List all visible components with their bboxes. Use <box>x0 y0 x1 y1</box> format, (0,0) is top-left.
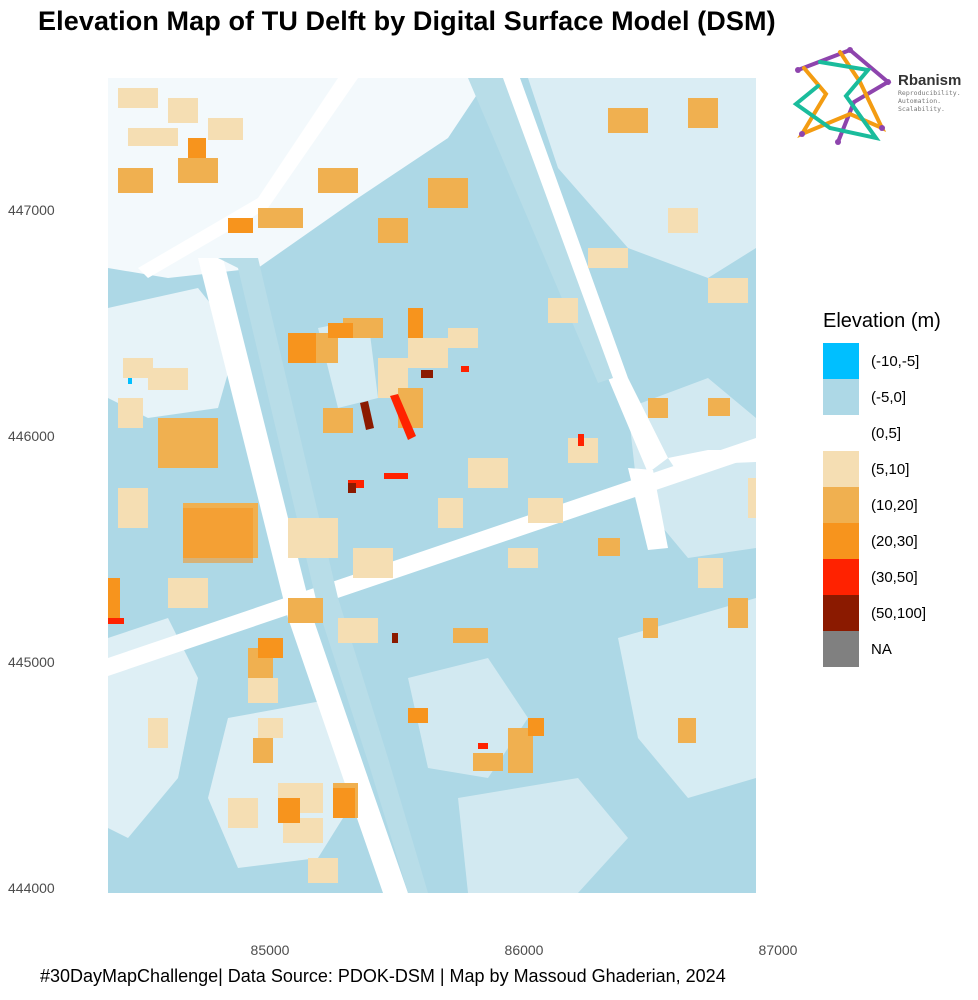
legend-item: NA <box>823 631 941 667</box>
legend-label: (5,10] <box>871 460 910 478</box>
legend-color-swatch <box>823 343 859 379</box>
buildings-20-30 <box>108 138 544 823</box>
elevation-map <box>108 78 756 893</box>
y-tick-label: 446000 <box>8 428 55 444</box>
legend-color-swatch <box>823 559 859 595</box>
legend-label: (50,100] <box>871 604 927 622</box>
deep-pixel <box>128 378 132 384</box>
star-logo-icon <box>792 47 892 145</box>
legend-label: (0,5] <box>871 424 902 442</box>
map-title: Elevation Map of TU Delft by Digital Sur… <box>38 6 776 36</box>
legend-item: (-5,0] <box>823 379 941 415</box>
x-tick-label: 86000 <box>504 942 544 958</box>
legend-color-swatch <box>823 595 859 631</box>
legend-title: Elevation (m) <box>823 310 941 332</box>
y-tick-label: 444000 <box>8 880 55 896</box>
legend-color-swatch <box>823 379 859 415</box>
legend-label: (10,20] <box>871 496 918 514</box>
logo-text: Rbanism Reproducibility. Automation. Sca… <box>898 72 961 113</box>
logo-tagline: Reproducibility. <box>898 89 961 97</box>
logo-name: Rbanism <box>898 72 962 89</box>
legend-label: (-10,-5] <box>871 352 920 370</box>
elevation-legend: Elevation (m) (-10,-5] (-5,0] (0,5] (5,10](… <box>823 310 941 667</box>
logo-tagline: Scalability. <box>898 105 945 113</box>
buildings-50-100 <box>348 370 433 643</box>
legend-label: (30,50] <box>871 568 918 586</box>
logo-tagline: Automation. <box>898 97 942 105</box>
legend-label: NA <box>871 640 892 658</box>
legend-label: (20,30] <box>871 532 918 550</box>
x-tick-label: 85000 <box>250 942 290 958</box>
legend-items: (-10,-5] (-5,0] (0,5] (5,10] (10,20] (20,30] (… <box>823 343 941 667</box>
legend-item: (10,20] <box>823 487 941 523</box>
x-tick-label: 87000 <box>758 942 798 958</box>
elevation-raster <box>108 78 756 893</box>
y-tick-label: 445000 <box>8 654 55 670</box>
legend-color-swatch <box>823 451 859 487</box>
legend-color-swatch <box>823 415 859 451</box>
legend-color-swatch <box>823 631 859 667</box>
legend-item: (-10,-5] <box>823 343 941 379</box>
legend-color-swatch <box>823 487 859 523</box>
legend-item: (30,50] <box>823 559 941 595</box>
legend-item: (0,5] <box>823 415 941 451</box>
legend-item: (50,100] <box>823 595 941 631</box>
legend-label: (-5,0] <box>871 388 907 406</box>
legend-color-swatch <box>823 523 859 559</box>
low-structures <box>108 78 756 893</box>
legend-item: (5,10] <box>823 451 941 487</box>
rbanism-logo: Rbanism Reproducibility. Automation. Sca… <box>790 42 970 152</box>
map-caption: #30DayMapChallenge| Data Source: PDOK-DS… <box>40 966 726 986</box>
y-tick-label: 447000 <box>8 202 55 218</box>
legend-item: (20,30] <box>823 523 941 559</box>
